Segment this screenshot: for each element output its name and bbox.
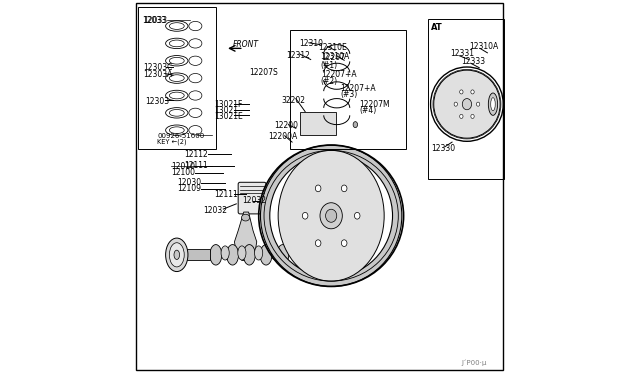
Text: 13021E: 13021E (214, 112, 243, 121)
Text: 12109: 12109 (177, 185, 201, 193)
Text: 12310A: 12310A (468, 42, 498, 51)
Text: 12303C: 12303C (143, 63, 173, 72)
Ellipse shape (355, 212, 360, 219)
Text: (#1): (#1) (321, 61, 338, 70)
Text: 12312: 12312 (286, 51, 310, 60)
Text: (#2): (#2) (321, 77, 338, 86)
Ellipse shape (227, 245, 239, 265)
Text: 12303: 12303 (145, 97, 170, 106)
Text: 12200A: 12200A (268, 132, 297, 141)
Ellipse shape (210, 245, 222, 265)
Text: 13021F: 13021F (214, 100, 243, 109)
Text: 12033: 12033 (143, 16, 168, 25)
Ellipse shape (298, 246, 309, 264)
Text: (#4): (#4) (359, 106, 376, 115)
Text: 12207S: 12207S (250, 68, 278, 77)
Text: 00926-51600: 00926-51600 (157, 133, 204, 139)
Text: 12207M: 12207M (359, 100, 390, 109)
Ellipse shape (243, 245, 255, 265)
Text: 32202: 32202 (281, 96, 305, 105)
Ellipse shape (434, 70, 500, 138)
Text: 12033: 12033 (142, 16, 166, 25)
Ellipse shape (170, 243, 184, 267)
Ellipse shape (166, 238, 188, 272)
Ellipse shape (241, 214, 250, 221)
Text: 12310A: 12310A (320, 52, 349, 61)
Ellipse shape (221, 246, 229, 260)
Ellipse shape (462, 99, 472, 110)
Text: 13021: 13021 (214, 106, 238, 115)
Ellipse shape (278, 150, 384, 281)
Text: 12310: 12310 (300, 39, 324, 48)
Text: 12200: 12200 (275, 121, 299, 130)
Text: 12207+A: 12207+A (321, 70, 356, 79)
Text: 12032: 12032 (242, 196, 266, 205)
Ellipse shape (454, 102, 458, 106)
FancyBboxPatch shape (238, 182, 266, 214)
Ellipse shape (353, 122, 358, 128)
Text: 12100: 12100 (172, 169, 195, 177)
Text: AT: AT (431, 23, 443, 32)
Ellipse shape (471, 114, 474, 118)
Ellipse shape (488, 93, 498, 115)
Ellipse shape (277, 245, 289, 265)
Text: KEY ←(2): KEY ←(2) (157, 138, 187, 145)
Ellipse shape (238, 246, 246, 260)
Ellipse shape (471, 90, 474, 94)
Text: J´P00·µ: J´P00·µ (461, 359, 487, 366)
Ellipse shape (460, 90, 463, 94)
Text: 12111: 12111 (214, 190, 237, 199)
Text: 12303A: 12303A (143, 70, 173, 79)
Ellipse shape (174, 250, 180, 260)
Text: 12111: 12111 (184, 161, 208, 170)
FancyBboxPatch shape (257, 250, 265, 259)
Text: 12333: 12333 (461, 57, 486, 66)
Ellipse shape (294, 240, 312, 270)
Text: FRONT: FRONT (232, 40, 259, 49)
Text: 12032: 12032 (203, 206, 227, 215)
FancyBboxPatch shape (275, 250, 282, 259)
Ellipse shape (476, 102, 480, 106)
Text: 12207+A: 12207+A (340, 84, 376, 93)
Ellipse shape (316, 185, 321, 192)
Text: 12112: 12112 (184, 150, 208, 159)
Text: 12030: 12030 (177, 178, 201, 187)
Ellipse shape (271, 246, 280, 260)
Ellipse shape (316, 240, 321, 247)
FancyBboxPatch shape (184, 249, 211, 260)
Ellipse shape (341, 240, 347, 247)
Ellipse shape (460, 114, 463, 118)
Text: 12207: 12207 (321, 53, 345, 62)
Ellipse shape (260, 245, 272, 265)
Ellipse shape (255, 246, 262, 260)
Ellipse shape (326, 209, 337, 222)
FancyBboxPatch shape (300, 112, 336, 135)
Ellipse shape (341, 185, 347, 192)
FancyBboxPatch shape (224, 250, 232, 259)
Ellipse shape (491, 98, 495, 111)
Ellipse shape (302, 212, 308, 219)
Text: (#3): (#3) (340, 90, 358, 99)
FancyBboxPatch shape (241, 250, 248, 259)
Text: 12010: 12010 (172, 162, 195, 171)
Polygon shape (234, 212, 257, 260)
Text: 12330: 12330 (431, 144, 456, 153)
Ellipse shape (320, 203, 342, 229)
Text: 12310E: 12310E (318, 43, 347, 52)
Text: 12331: 12331 (450, 49, 474, 58)
